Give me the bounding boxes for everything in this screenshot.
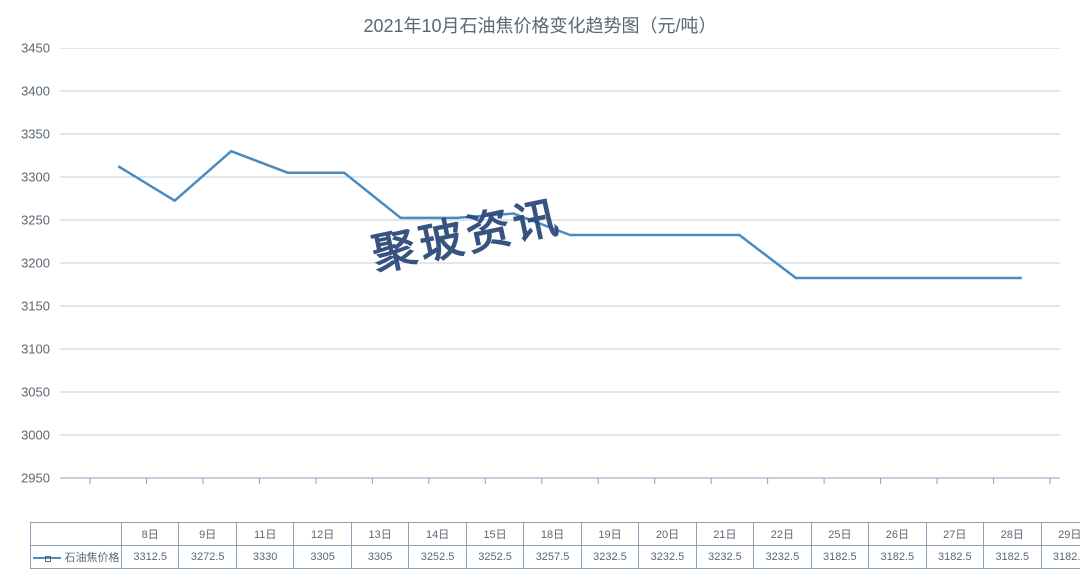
value-cell: 3232.5 (696, 546, 753, 569)
category-cell: 18日 (524, 523, 581, 546)
category-cell: 22日 (754, 523, 811, 546)
legend-cell: 石油焦价格 (31, 546, 122, 569)
y-tick-label: 3400 (21, 84, 50, 99)
category-cell: 14日 (409, 523, 466, 546)
y-tick-label: 3250 (21, 213, 50, 228)
value-cell: 3272.5 (179, 546, 236, 569)
y-tick-label: 3450 (21, 41, 50, 56)
value-cell: 3330 (236, 546, 293, 569)
value-cell: 3182.5 (926, 546, 983, 569)
value-cell: 3232.5 (754, 546, 811, 569)
value-cell: 3252.5 (466, 546, 523, 569)
value-cell: 3182.5 (869, 546, 926, 569)
category-cell: 11日 (236, 523, 293, 546)
y-tick-label: 3050 (21, 385, 50, 400)
value-cell: 3312.5 (122, 546, 179, 569)
y-tick-label: 3350 (21, 127, 50, 142)
category-cell: 13日 (351, 523, 408, 546)
y-tick-label: 2950 (21, 471, 50, 486)
chart-title: 2021年10月石油焦价格变化趋势图（元/吨） (0, 12, 1080, 38)
category-cell: 21日 (696, 523, 753, 546)
category-cell: 20日 (639, 523, 696, 546)
y-tick-label: 3150 (21, 299, 50, 314)
category-cell: 12日 (294, 523, 351, 546)
category-cell: 19日 (581, 523, 638, 546)
value-cell: 3252.5 (409, 546, 466, 569)
data-table: 8日9日11日12日13日14日15日18日19日20日21日22日25日26日… (30, 522, 1080, 569)
legend-blank (31, 523, 122, 546)
value-cell: 3305 (351, 546, 408, 569)
category-cell: 26日 (869, 523, 926, 546)
y-tick-label: 3200 (21, 256, 50, 271)
y-tick-label: 3000 (21, 428, 50, 443)
category-cell: 29日 (1041, 523, 1080, 546)
y-axis: 2950 3000 3050 3100 3150 3200 3250 3300 3350 3400… (0, 48, 55, 528)
value-cell: 3182.5 (1041, 546, 1080, 569)
chart-container: 2021年10月石油焦价格变化趋势图（元/吨） 2950 3000 3050 3100… (0, 0, 1080, 579)
category-cell: 27日 (926, 523, 983, 546)
value-cell: 3232.5 (639, 546, 696, 569)
values-row: 石油焦价格3312.53272.53330330533053252.53252.… (31, 546, 1080, 569)
category-cell: 15日 (466, 523, 523, 546)
category-cell: 9日 (179, 523, 236, 546)
y-tick-label: 3300 (21, 170, 50, 185)
category-cell: 8日 (122, 523, 179, 546)
series-line (118, 151, 1022, 278)
value-cell: 3305 (294, 546, 351, 569)
y-tick-label: 3100 (21, 342, 50, 357)
value-cell: 3232.5 (581, 546, 638, 569)
value-cell: 3182.5 (984, 546, 1041, 569)
category-cell: 28日 (984, 523, 1041, 546)
plot-area (60, 48, 1060, 528)
value-cell: 3257.5 (524, 546, 581, 569)
category-row: 8日9日11日12日13日14日15日18日19日20日21日22日25日26日… (31, 523, 1080, 546)
category-cell: 25日 (811, 523, 868, 546)
value-cell: 3182.5 (811, 546, 868, 569)
legend-label: 石油焦价格 (65, 552, 120, 564)
